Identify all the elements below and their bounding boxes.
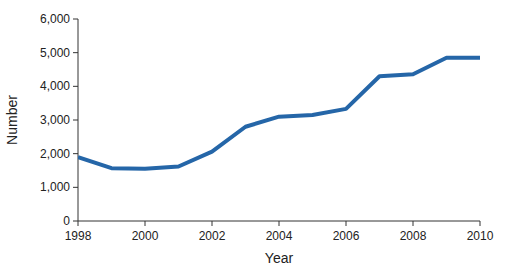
y-tick: [73, 153, 78, 154]
x-tick-label: 2008: [400, 229, 427, 243]
chart: 0 1,000 2,000 3,000 4,000 5,000 6,000 1998 2000 2…: [0, 0, 517, 279]
x-tick: [78, 221, 79, 226]
y-tick-label: 4,000: [40, 79, 70, 93]
x-tick-label: 2002: [199, 229, 226, 243]
x-tick-label: 2004: [266, 229, 293, 243]
x-tick: [212, 221, 213, 226]
y-tick: [73, 187, 78, 188]
y-tick-label: 1,000: [40, 180, 70, 194]
x-tick: [346, 221, 347, 226]
x-tick-label: 2006: [333, 229, 360, 243]
y-tick-label: 0: [63, 214, 70, 228]
y-tick: [73, 221, 78, 222]
y-tick: [73, 52, 78, 53]
x-tick: [413, 221, 414, 226]
data-line: [78, 58, 480, 169]
x-tick-label: 2000: [132, 229, 159, 243]
x-tick: [279, 221, 280, 226]
y-tick-label: 6,000: [40, 12, 70, 26]
y-tick: [73, 86, 78, 87]
y-tick: [73, 120, 78, 121]
y-tick-label: 5,000: [40, 46, 70, 60]
x-axis-label: Year: [265, 250, 294, 266]
x-tick-label: 1998: [65, 229, 92, 243]
y-tick-label: 3,000: [40, 113, 70, 127]
x-tick-label: 2010: [467, 229, 494, 243]
x-tick: [145, 221, 146, 226]
y-tick-label: 2,000: [40, 147, 70, 161]
y-tick: [73, 19, 78, 20]
x-tick: [480, 221, 481, 226]
plot-area: [78, 58, 480, 169]
y-axis-label: Number: [4, 95, 20, 145]
